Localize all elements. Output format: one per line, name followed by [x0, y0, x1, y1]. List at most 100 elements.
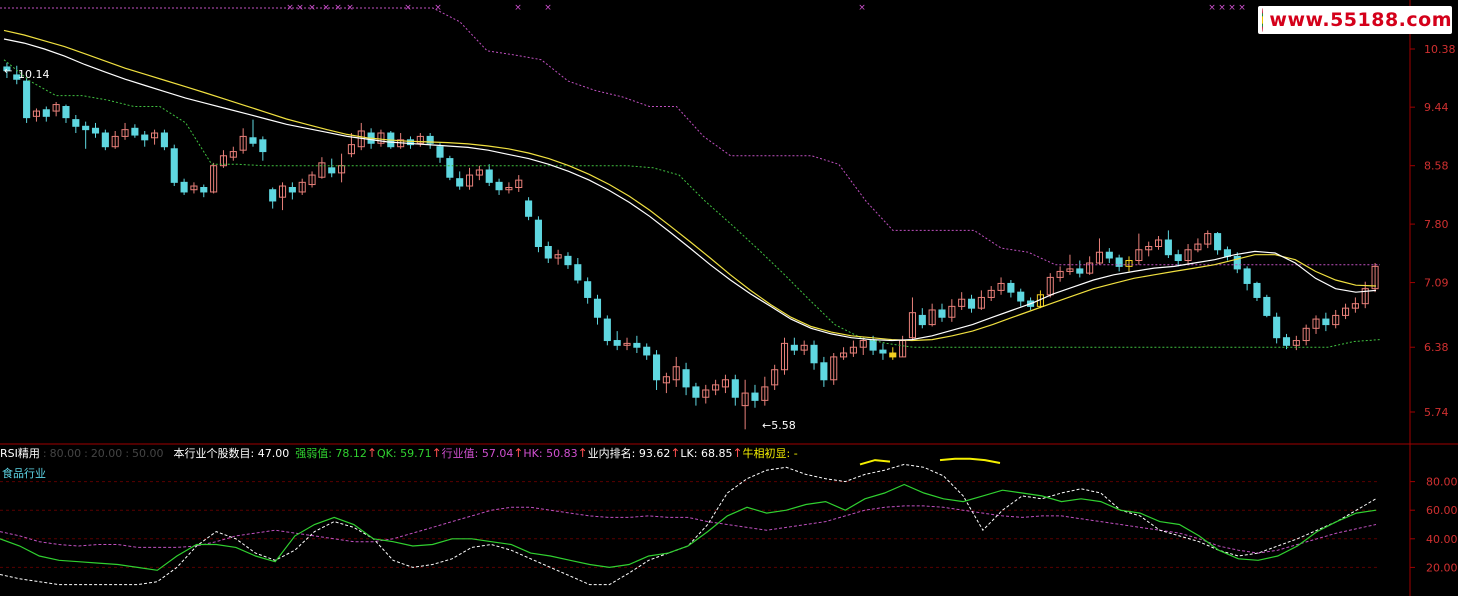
candle-body	[652, 354, 661, 381]
candle-body	[840, 352, 848, 358]
candle-body	[495, 181, 503, 191]
candle-body	[269, 189, 277, 202]
stock-count-value: 本行业个股数目: 47.00	[173, 447, 290, 460]
candle-body	[91, 127, 100, 134]
candle-body	[820, 362, 828, 381]
signal-x-mark: ×	[434, 3, 442, 13]
candle-body	[633, 342, 641, 348]
up-arrow-icon: ↑	[670, 446, 681, 460]
candle-body	[574, 264, 582, 281]
candle-body	[249, 137, 257, 144]
candle-body	[1361, 288, 1369, 305]
up-arrow-icon: ↑	[366, 446, 377, 460]
indicator-param-1: 80.00	[49, 446, 82, 460]
candle-body	[869, 340, 877, 351]
candle-body	[259, 139, 267, 153]
up-arrow-icon: ↑	[431, 446, 442, 460]
candle-body	[958, 298, 966, 307]
candle-body	[1115, 257, 1123, 267]
industry-name: 食品行业	[2, 467, 46, 480]
candle-body	[1263, 296, 1271, 316]
price-axis-label: 10.38	[1424, 43, 1456, 56]
candle-body	[1282, 337, 1291, 346]
low-price-label: ←5.58	[762, 419, 796, 432]
candle-body	[682, 369, 690, 388]
site-logo-icon	[1262, 8, 1264, 32]
candle-body	[121, 129, 129, 137]
candle-body	[82, 125, 90, 131]
candle-body	[1322, 318, 1330, 326]
industry-value: 行业值: 57.04	[441, 447, 514, 460]
indicator-axis-label: 20.00	[1426, 561, 1458, 574]
candle-body	[1086, 262, 1094, 274]
candle-body	[13, 74, 21, 80]
candle-body	[712, 384, 720, 391]
price-axis-label: 9.44	[1424, 101, 1449, 114]
signal-x-mark: ×	[404, 3, 412, 13]
ma-yellow-line	[3, 29, 1377, 342]
candle-body	[1164, 239, 1172, 256]
candle-body	[593, 298, 602, 318]
candle-body	[918, 314, 926, 326]
candle-body	[1184, 249, 1192, 262]
indicator-name[interactable]: RSI精用	[0, 447, 40, 460]
candle-body	[1371, 265, 1379, 290]
candle-body	[928, 309, 936, 326]
signal-x-mark: ×	[1238, 3, 1246, 13]
candle-body	[42, 109, 50, 117]
qk-value: QK: 59.71	[377, 446, 432, 460]
hk-value: HK: 50.83	[523, 446, 578, 460]
candle-body	[554, 254, 562, 259]
candle-body	[731, 379, 739, 398]
candle-body	[564, 255, 572, 266]
price-axis-label: 6.38	[1424, 341, 1449, 354]
candle-body	[643, 346, 651, 356]
candle-body	[859, 340, 867, 348]
candle-body	[1135, 249, 1143, 262]
candle-body	[180, 181, 188, 193]
signal-x-mark: ×	[346, 3, 354, 13]
candle-body	[623, 342, 631, 346]
candle-body	[347, 144, 355, 155]
price-axis-label: 5.74	[1424, 406, 1449, 419]
candle-body	[485, 169, 493, 183]
candle-body	[62, 106, 70, 119]
candle-body	[465, 174, 474, 187]
candle-body	[662, 376, 670, 384]
candle-body	[426, 135, 434, 144]
price-axis-label: 8.58	[1424, 160, 1449, 173]
candle-body	[318, 162, 326, 178]
candle-body	[1332, 314, 1340, 326]
lk-value: LK: 68.85	[680, 446, 733, 460]
signal-x-mark: ×	[286, 3, 294, 13]
candle-body	[416, 135, 424, 144]
candle-body	[131, 127, 139, 136]
indicator-green-line	[0, 483, 1377, 571]
signal-x-mark: ×	[322, 3, 330, 13]
candle-body	[849, 346, 857, 354]
rank-value: 业内排名: 93.62	[587, 447, 671, 460]
candle-body	[23, 80, 31, 119]
candle-body	[446, 158, 454, 178]
up-arrow-icon: ↑	[513, 446, 524, 460]
candle-body	[1214, 233, 1222, 251]
candle-body	[1125, 260, 1133, 267]
candle-body	[692, 386, 700, 398]
watermark-badge: www.55188.com	[1258, 6, 1452, 34]
watermark-text: www.55188.com	[1269, 9, 1452, 31]
candle-body	[210, 165, 218, 193]
signal-x-mark: ×	[334, 3, 342, 13]
price-axis-label: 7.09	[1424, 277, 1449, 290]
indicator-yellow-segment	[859, 459, 891, 466]
candle-body	[525, 200, 533, 217]
indicator-white-line	[0, 463, 1377, 586]
candle-body	[1312, 318, 1320, 329]
candle-body	[908, 312, 917, 339]
candle-body	[1017, 291, 1025, 302]
candle-body	[1154, 239, 1163, 247]
candle-body	[278, 185, 287, 198]
indicator-axis-label: 40.00	[1426, 533, 1458, 546]
candle-body	[977, 296, 985, 309]
candle-body	[800, 344, 808, 351]
